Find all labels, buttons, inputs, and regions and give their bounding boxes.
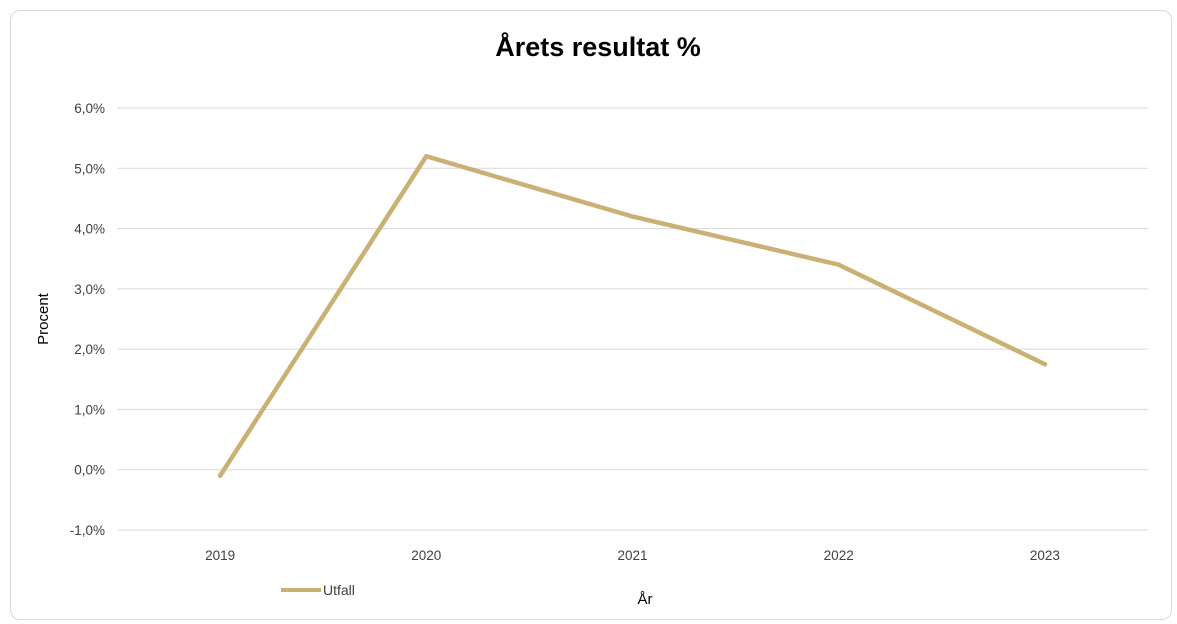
x-tick-label: 2021 (617, 548, 647, 563)
series-line-utfall (217, 153, 1048, 478)
y-tick-label: 4,0% (74, 222, 105, 237)
data-point (630, 214, 635, 219)
data-point (217, 473, 223, 478)
y-tick-label: 3,0% (74, 282, 105, 297)
x-tick-label: 2022 (824, 548, 854, 563)
legend: Utfall (281, 582, 355, 598)
y-tick-label: 2,0% (74, 342, 105, 357)
data-point (424, 154, 429, 159)
y-tick-label: 5,0% (74, 161, 105, 176)
data-point (1042, 362, 1048, 367)
gridlines (117, 107, 1148, 531)
x-tick-label: 2020 (411, 548, 441, 563)
y-tick-label: 1,0% (74, 402, 105, 417)
y-tick-label: 6,0% (74, 101, 105, 116)
series-layer (217, 153, 1048, 478)
x-axis-ticks: 2019 2020 2021 2022 2023 (205, 548, 1060, 563)
x-tick-label: 2019 (205, 548, 235, 563)
x-axis-title: År (638, 591, 653, 608)
legend-label-utfall: Utfall (323, 582, 355, 598)
data-point (836, 262, 841, 267)
x-tick-label: 2023 (1030, 548, 1060, 563)
y-axis-title: Procent (35, 292, 52, 345)
y-tick-label: -1,0% (70, 523, 105, 538)
y-tick-label: 0,0% (74, 463, 105, 478)
chart-frame (10, 10, 1172, 620)
chart-title: Årets resultat % (495, 31, 701, 62)
y-axis-ticks: -1,0% 0,0% 1,0% 2,0% 3,0% 4,0% 5,0% 6,0% (70, 101, 105, 538)
